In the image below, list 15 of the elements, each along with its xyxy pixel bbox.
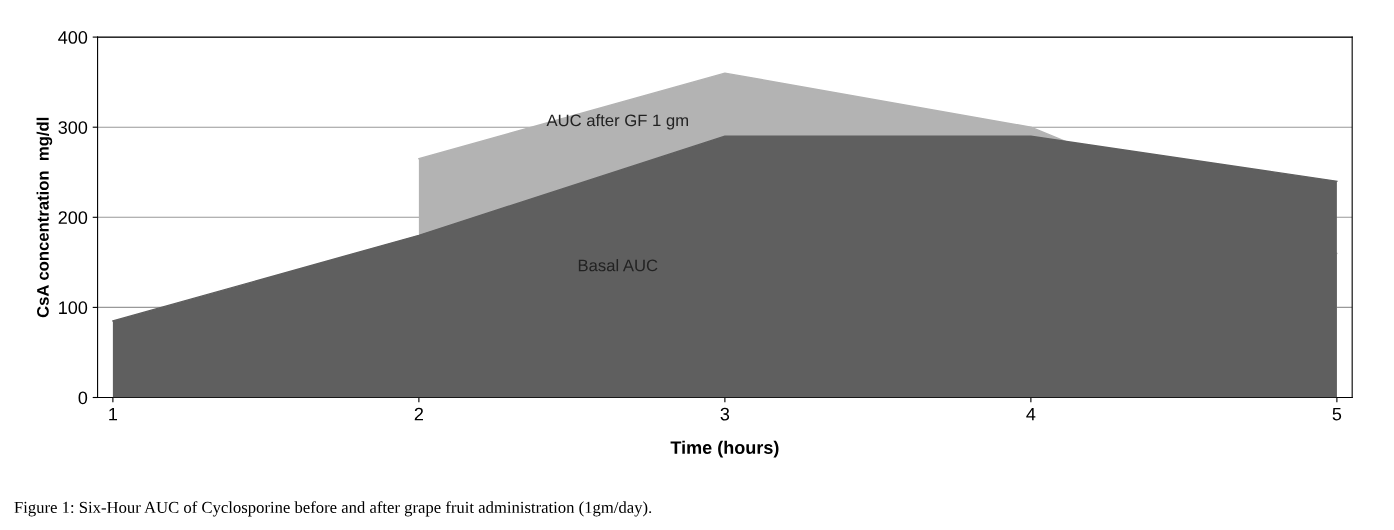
- x-tick-label: 1: [109, 407, 118, 421]
- y-tick-label: 100: [59, 301, 88, 315]
- x-tick-label: 5: [1332, 407, 1342, 421]
- x-tick-label: 4: [1026, 407, 1036, 421]
- x-axis-title: Time (hours): [670, 440, 779, 458]
- series-label: Basal AUC: [578, 259, 658, 272]
- caption: Figure 1: Six-Hour AUC of Cyclosporine before and after grape fruit administration (1gm/day).: [14, 501, 652, 517]
- y-tick-label: 400: [58, 31, 88, 44]
- y-tick-label: 0: [78, 391, 88, 405]
- x-tick-label: 2: [414, 407, 423, 421]
- y-tick-label: 200: [58, 211, 88, 225]
- series-label: AUC after GF 1 gm: [546, 114, 688, 130]
- y-axis-title: CsA concentration mg/dl: [36, 117, 53, 318]
- x-tick-label: 3: [720, 407, 730, 421]
- y-tick-label: 300: [58, 121, 88, 134]
